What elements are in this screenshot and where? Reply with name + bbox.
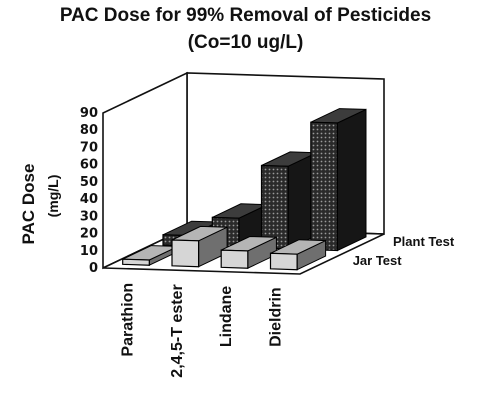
y-axis-title: PAC Dose xyxy=(19,164,38,245)
bar-front xyxy=(122,258,150,266)
y-axis-unit: (mg/L) xyxy=(45,175,61,218)
bar-front xyxy=(171,239,200,268)
y-tick-label: 30 xyxy=(80,209,98,224)
category-label: Parathion xyxy=(120,283,137,357)
y-tick-label: 60 xyxy=(80,158,98,173)
bar-side xyxy=(336,108,367,252)
bar-plant-2 xyxy=(260,151,318,250)
y-ticks: 0 10 20 30 40 50 60 70 80 90 xyxy=(80,106,98,276)
y-tick-label: 20 xyxy=(80,227,98,242)
y-tick-label: 40 xyxy=(80,192,98,207)
y-tick-label: 10 xyxy=(80,244,98,259)
series-label: Jar Test xyxy=(353,253,403,268)
y-tick-label: 80 xyxy=(80,123,98,138)
y-tick-label: 90 xyxy=(80,106,98,121)
bars-group xyxy=(122,108,367,271)
bar-jar-2 xyxy=(220,235,277,269)
bar-front xyxy=(220,249,249,269)
category-label: Lindane xyxy=(218,286,235,347)
y-tick-label: 70 xyxy=(80,140,98,155)
series-label: Plant Test xyxy=(393,234,455,249)
category-labels: Parathion 2,4,5-T ester Lindane Dieldrin xyxy=(120,283,285,378)
y-tick-label: 50 xyxy=(80,175,98,190)
y-axis-label: PAC Dose (mg/L) xyxy=(19,164,61,245)
bar-jar-3 xyxy=(269,239,327,271)
y-tick-label: 0 xyxy=(89,261,98,276)
bar-jar-1 xyxy=(171,225,228,268)
bar-plant-3 xyxy=(310,108,367,252)
category-label: Dieldrin xyxy=(267,287,284,347)
bar-front xyxy=(310,121,338,252)
chart-title: PAC Dose for 99% Removal of Pesticides xyxy=(59,5,432,26)
bar-front xyxy=(269,252,298,271)
series-labels: Jar Test Plant Test xyxy=(353,234,455,268)
bar-jar-0 xyxy=(122,245,179,266)
chart-subtitle: (Co=10 ug/L) xyxy=(187,32,304,53)
category-label: 2,4,5-T ester xyxy=(169,284,186,377)
